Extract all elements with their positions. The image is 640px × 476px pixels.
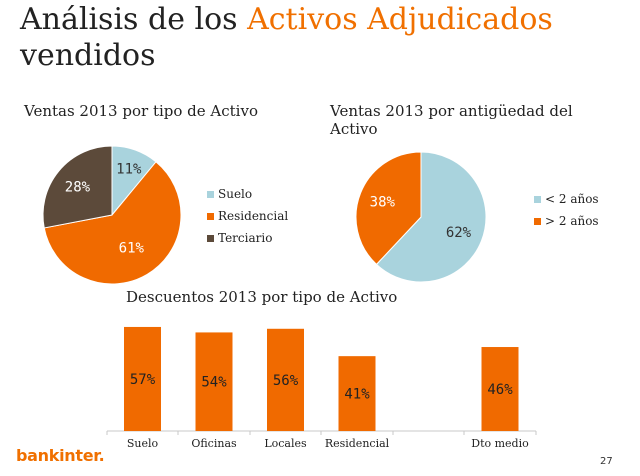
bar-suelo	[124, 326, 161, 431]
title-part1: Análisis de los	[20, 2, 248, 37]
bar-label-suelo: 57%	[130, 372, 156, 388]
page-title: Análisis de los Activos Adjudicados vend…	[20, 2, 553, 74]
pie1-legend-swatch-suelo	[207, 191, 214, 198]
title-line2: vendidos	[20, 38, 156, 73]
pie1-slice-residencial	[43, 161, 182, 285]
bar-label-residencial: 41%	[344, 387, 370, 403]
bar-title: Descuentos 2013 por tipo de Activo	[126, 288, 398, 306]
pie1-legend-swatch-residencial	[207, 213, 214, 220]
bar-category-oficinas: Oficinas	[191, 437, 237, 450]
pie2-slice-2-a-os	[355, 151, 422, 266]
pie2-slice-2-a-os	[375, 151, 487, 283]
pie1-legend-residencial: Residencial	[218, 209, 288, 223]
pie2-label-2-a-os: 38%	[370, 195, 396, 211]
pie1-title: Ventas 2013 por tipo de Activo	[24, 102, 258, 120]
page-number: 27	[600, 456, 613, 467]
bar-category-dto-medio: Dto medio	[471, 437, 529, 450]
bar-residencial	[338, 356, 376, 431]
pie2-legend-swatch-2-a-os	[534, 196, 541, 203]
title-accent: Activos Adjudicados	[247, 2, 553, 37]
pie1-label-terciario: 28%	[65, 179, 91, 195]
bar-label-locales: 56%	[273, 373, 299, 389]
pie2-legend-2-a-os: > 2 años	[545, 214, 599, 228]
bar-category-suelo: Suelo	[127, 437, 159, 450]
pie1-legend-swatch-terciario	[207, 235, 214, 242]
bar-label-dto-medio: 46%	[487, 382, 513, 398]
bar-oficinas	[195, 332, 233, 431]
pie1-slice-terciario	[42, 145, 113, 229]
pie2-label-2-a-os: 62%	[446, 225, 472, 241]
pie1-label-suelo: 11%	[116, 161, 142, 177]
bar-category-locales: Locales	[264, 437, 307, 450]
bankinter-logo: bankinter.	[16, 446, 105, 465]
pie2-legend-swatch-2-a-os	[534, 218, 541, 225]
pie1-legend-suelo: Suelo	[218, 187, 252, 201]
pie2-title: Ventas 2013 por antigüedad del Activo	[330, 102, 573, 138]
pie2-legend-2-a-os: < 2 años	[545, 192, 599, 206]
bar-dto-medio	[481, 347, 519, 431]
bar-locales	[267, 328, 304, 431]
bar-category-residencial: Residencial	[325, 437, 390, 450]
pie1-legend-terciario: Terciario	[218, 231, 272, 245]
pie1-label-residencial: 61%	[119, 241, 145, 257]
bar-label-oficinas: 54%	[201, 375, 227, 391]
